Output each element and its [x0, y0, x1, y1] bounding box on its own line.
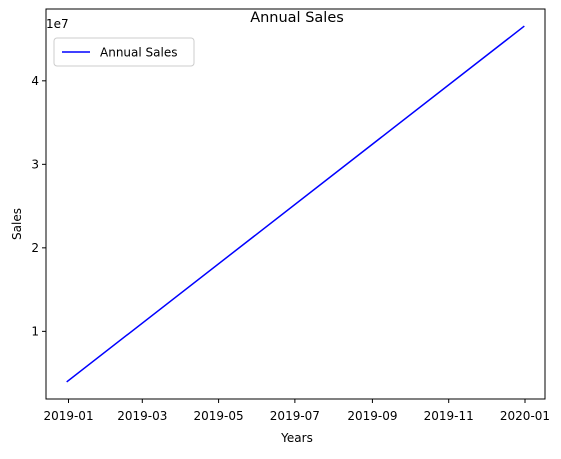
y-offset-label: 1e7 [46, 17, 69, 31]
x-tick-label: 2019-09 [347, 409, 397, 423]
y-tick-label: 2 [31, 241, 39, 255]
chart-title: Annual Sales [250, 10, 344, 26]
plot-area-frame [45, 8, 546, 400]
x-tick-label: 2019-11 [424, 409, 474, 423]
y-axis-label: Sales [10, 208, 24, 240]
y-tick-label: 3 [31, 157, 39, 171]
series-line-annual-sales [66, 25, 525, 383]
legend-label-annual-sales: Annual Sales [100, 46, 177, 60]
x-tick-label: 2020-01 [500, 409, 550, 423]
x-axis-label: Years [280, 431, 313, 445]
y-tick-label: 4 [31, 74, 39, 88]
legend-box [53, 37, 195, 67]
x-tick-label: 2019-03 [117, 409, 167, 423]
legend: Annual Sales [53, 37, 195, 67]
series-layer [66, 25, 525, 383]
x-tick-label: 2019-07 [270, 409, 320, 423]
y-tick-label: 1 [31, 324, 39, 338]
x-tick-label: 2019-01 [43, 409, 93, 423]
x-ticks-layer: 2019-01 2019-03 2019-05 2019-07 2019-09 2019-… [43, 399, 550, 423]
y-ticks-layer: 1 2 3 4 [31, 74, 46, 338]
x-tick-label: 2019-05 [194, 409, 244, 423]
